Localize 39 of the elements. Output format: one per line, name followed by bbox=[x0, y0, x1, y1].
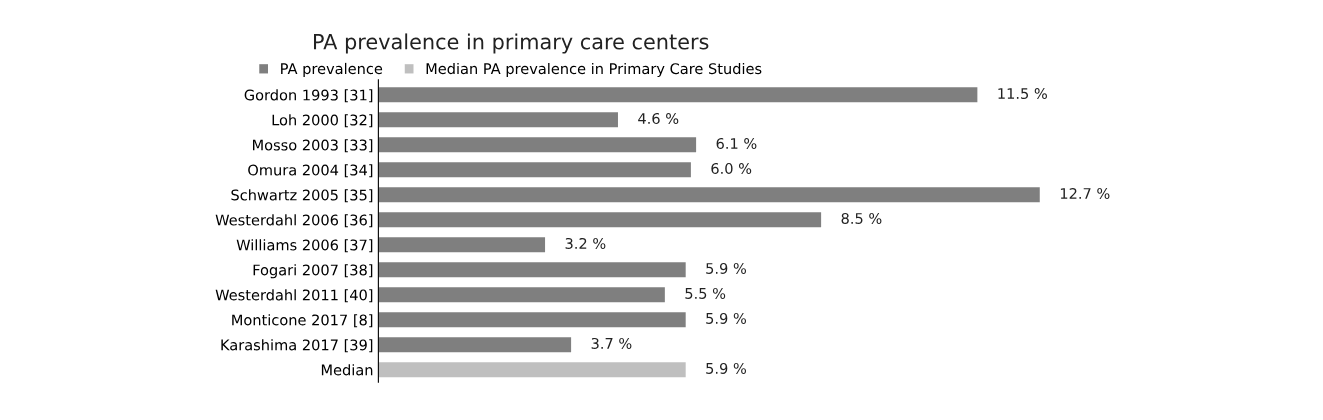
y-tick-label: Omura 2004 [34] bbox=[248, 164, 373, 178]
bar bbox=[378, 312, 686, 328]
bar bbox=[378, 87, 978, 103]
y-tick-label: Median bbox=[321, 364, 373, 376]
data-label: 6.1 % bbox=[716, 137, 757, 150]
data-label: 5.9 % bbox=[706, 262, 747, 274]
y-tick-label: Karashima 2017 [39] bbox=[221, 339, 373, 353]
bar bbox=[378, 212, 822, 228]
y-tick-label: Westerdahl 2011 [40] bbox=[215, 289, 373, 303]
bar bbox=[378, 262, 686, 278]
bar bbox=[378, 187, 1040, 203]
data-label: 5.9 % bbox=[706, 312, 747, 324]
bar bbox=[378, 162, 691, 178]
bar bbox=[378, 137, 697, 153]
data-label: 4.6 % bbox=[638, 112, 679, 125]
y-tick-label: Williams 2006 [37] bbox=[236, 239, 373, 253]
data-label: 3.7 % bbox=[591, 337, 632, 349]
y-tick-label: Schwartz 2005 [35] bbox=[231, 189, 373, 203]
bar bbox=[378, 287, 665, 303]
y-tick-label: Westerdahl 2006 [36] bbox=[215, 214, 373, 228]
bar bbox=[378, 237, 546, 253]
bar bbox=[378, 112, 618, 128]
data-label: 6.0 % bbox=[711, 162, 752, 174]
data-label: 11.5 % bbox=[998, 88, 1047, 100]
legend-label: PA prevalence bbox=[281, 62, 383, 77]
data-label: 5.9 % bbox=[706, 362, 747, 374]
data-label: 3.2 % bbox=[565, 237, 606, 249]
bar bbox=[378, 362, 686, 378]
y-tick-label: Gordon 1993 [31] bbox=[244, 89, 373, 103]
chart-title: PA prevalence in primary care centers bbox=[314, 33, 709, 54]
y-tick-label: Loh 2000 [32] bbox=[272, 114, 373, 128]
y-tick-label: Mosso 2003 [33] bbox=[253, 139, 373, 153]
data-label: 12.7 % bbox=[1060, 187, 1110, 199]
bar bbox=[378, 337, 572, 353]
data-label: 8.5 % bbox=[841, 212, 882, 224]
y-tick-label: Fogari 2007 [38] bbox=[253, 264, 373, 279]
legend-label: Median PA prevalence in Primary Care Studies bbox=[426, 62, 762, 77]
data-label: 5.5 % bbox=[685, 287, 726, 299]
y-tick-label: Monticone 2017 [8] bbox=[232, 314, 373, 328]
